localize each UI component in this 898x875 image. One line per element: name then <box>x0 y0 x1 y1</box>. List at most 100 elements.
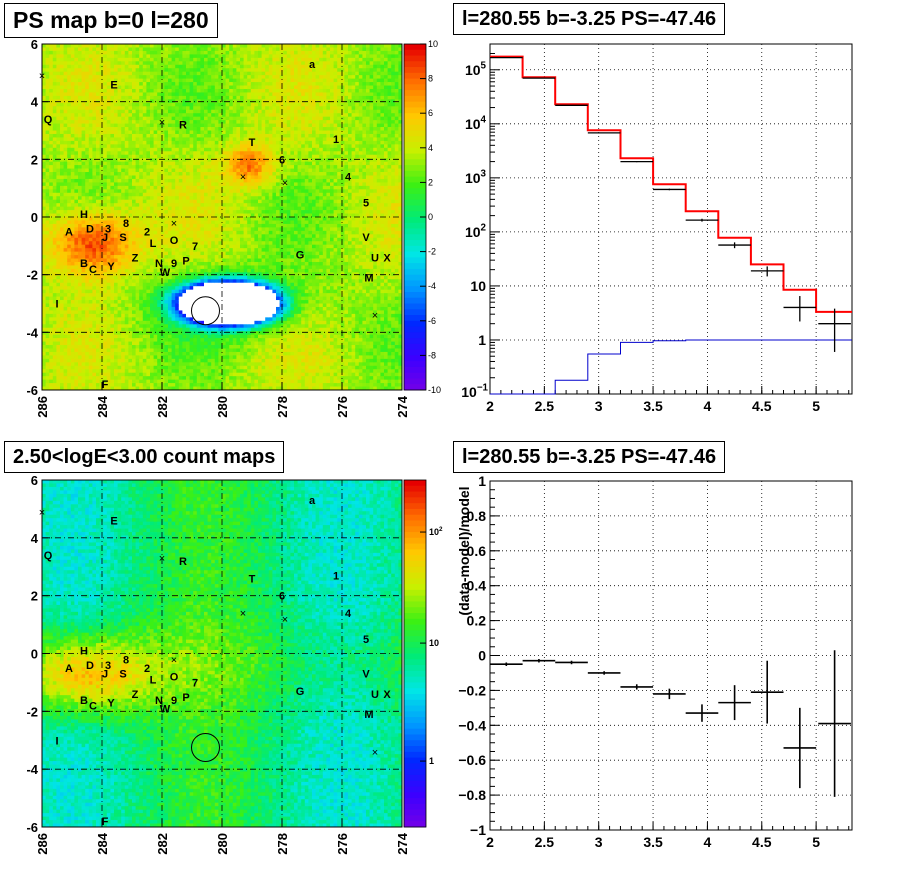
map-cell <box>103 341 108 346</box>
map-cell <box>99 144 104 149</box>
map-cell <box>139 130 144 135</box>
map-cell <box>200 192 205 197</box>
map-cell <box>157 289 162 294</box>
map-cell <box>171 130 176 135</box>
map-cell <box>56 192 61 197</box>
map-cell <box>81 289 86 294</box>
map-cell <box>178 265 183 270</box>
map-cell <box>92 165 97 169</box>
map-cell <box>70 227 75 232</box>
map-cell <box>45 248 50 252</box>
map-cell <box>207 147 212 152</box>
map-cell <box>196 372 201 377</box>
map-cell <box>78 223 82 228</box>
map-cell <box>103 154 108 159</box>
map-cell <box>96 168 100 173</box>
map-cell <box>103 320 108 325</box>
map-cell <box>204 102 208 107</box>
map-cell <box>99 106 104 111</box>
map-cell <box>96 234 100 239</box>
map-cell <box>60 386 64 391</box>
map-cell <box>103 92 108 97</box>
map-cell <box>121 244 126 249</box>
map-cell <box>211 234 216 239</box>
map-cell <box>214 220 219 225</box>
map-cell <box>182 241 187 246</box>
map-cell <box>139 185 144 190</box>
map-cell <box>56 54 61 59</box>
map-cell <box>81 386 86 391</box>
map-cell <box>63 268 68 273</box>
map-cell <box>49 82 54 86</box>
map-cell <box>178 165 183 169</box>
map-cell <box>117 241 122 246</box>
map-cell <box>49 189 54 194</box>
map-cell <box>178 71 183 76</box>
map-cell <box>186 286 190 291</box>
map-cell <box>153 303 158 308</box>
map-cell <box>204 272 208 277</box>
map-cell <box>182 265 187 270</box>
map-cell <box>110 303 115 308</box>
map-cell <box>142 251 147 256</box>
map-cell <box>128 258 133 263</box>
map-cell <box>189 127 194 131</box>
map-cell <box>124 386 129 391</box>
map-cell <box>85 120 90 124</box>
map-cell <box>49 341 54 346</box>
map-cell <box>175 189 180 194</box>
map-cell <box>81 213 86 218</box>
map-cell <box>45 338 50 342</box>
map-cell <box>164 386 169 391</box>
map-cell <box>74 120 79 124</box>
map-cell <box>204 120 208 124</box>
map-cell <box>70 82 75 86</box>
map-cell <box>204 317 208 322</box>
map-cell <box>92 300 97 304</box>
map-cell <box>88 255 93 259</box>
map-cell <box>164 102 169 107</box>
map-cell <box>207 199 212 204</box>
map-cell <box>110 320 115 325</box>
map-cell <box>171 220 176 225</box>
map-cell <box>60 268 64 273</box>
map-cell <box>88 116 93 121</box>
map-cell <box>196 127 201 131</box>
map-cell <box>49 386 54 391</box>
map-cell <box>135 85 140 90</box>
map-cell <box>42 54 46 59</box>
map-cell <box>193 227 198 232</box>
map-cell <box>168 331 172 336</box>
map-cell <box>132 327 136 332</box>
map-cell <box>186 192 190 197</box>
map-cell <box>142 109 147 114</box>
map-cell <box>153 206 158 211</box>
map-cell <box>56 113 61 118</box>
map-cell <box>81 327 86 332</box>
map-cell <box>146 251 151 256</box>
map-cell <box>214 54 219 59</box>
map-cell <box>63 265 68 270</box>
map-cell <box>49 275 54 280</box>
map-cell <box>92 386 97 391</box>
map-cell <box>106 82 111 86</box>
map-cell <box>204 220 208 225</box>
map-cell <box>103 50 108 55</box>
map-cell <box>175 147 180 152</box>
map-cell <box>92 220 97 225</box>
map-cell <box>160 165 165 169</box>
map-cell <box>49 261 54 266</box>
map-cell <box>99 338 104 342</box>
map-cell <box>207 165 212 169</box>
map-cell <box>56 365 61 370</box>
map-cell <box>99 50 104 55</box>
map-cell <box>70 137 75 142</box>
map-cell <box>96 324 100 329</box>
map-cell <box>99 244 104 249</box>
map-cell <box>85 203 90 208</box>
map-cell <box>103 313 108 318</box>
map-cell <box>186 261 190 266</box>
map-cell <box>150 234 154 239</box>
map-cell <box>164 161 169 166</box>
map-cell <box>78 289 82 294</box>
